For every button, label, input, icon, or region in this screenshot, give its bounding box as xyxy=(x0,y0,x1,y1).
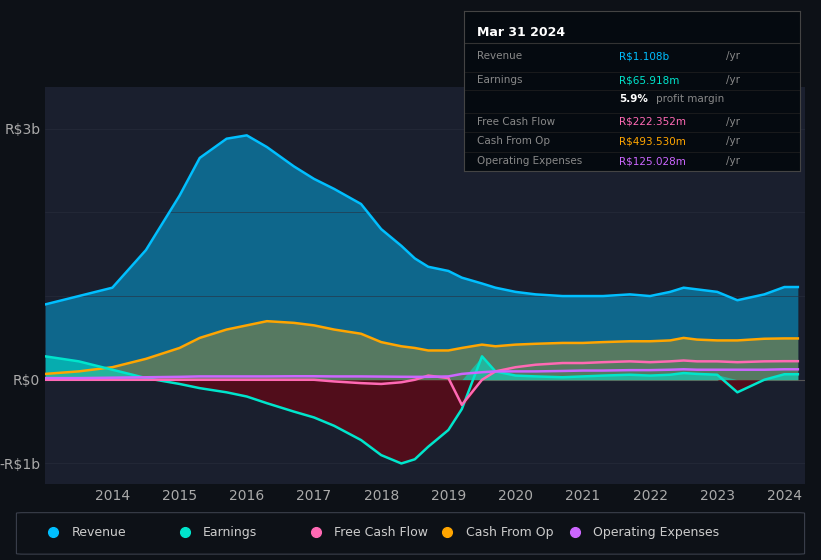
Text: Free Cash Flow: Free Cash Flow xyxy=(334,526,428,539)
Text: Operating Expenses: Operating Expenses xyxy=(477,156,583,166)
Text: Cash From Op: Cash From Op xyxy=(477,136,550,146)
Text: R$222.352m: R$222.352m xyxy=(619,117,686,127)
Text: /yr: /yr xyxy=(727,117,741,127)
Text: /yr: /yr xyxy=(727,156,741,166)
Text: Free Cash Flow: Free Cash Flow xyxy=(477,117,556,127)
Text: profit margin: profit margin xyxy=(656,94,724,104)
Text: Revenue: Revenue xyxy=(477,52,522,62)
Text: /yr: /yr xyxy=(727,52,741,62)
Text: Revenue: Revenue xyxy=(71,526,126,539)
Text: Earnings: Earnings xyxy=(477,76,523,86)
Text: 5.9%: 5.9% xyxy=(619,94,648,104)
Text: R$1.108b: R$1.108b xyxy=(619,52,669,62)
Text: /yr: /yr xyxy=(727,76,741,86)
Text: R$65.918m: R$65.918m xyxy=(619,76,679,86)
Text: Earnings: Earnings xyxy=(203,526,257,539)
Text: /yr: /yr xyxy=(727,136,741,146)
Text: Operating Expenses: Operating Expenses xyxy=(593,526,719,539)
Text: Cash From Op: Cash From Op xyxy=(466,526,553,539)
Text: R$493.530m: R$493.530m xyxy=(619,136,686,146)
Text: R$125.028m: R$125.028m xyxy=(619,156,686,166)
Text: Mar 31 2024: Mar 31 2024 xyxy=(477,26,566,39)
